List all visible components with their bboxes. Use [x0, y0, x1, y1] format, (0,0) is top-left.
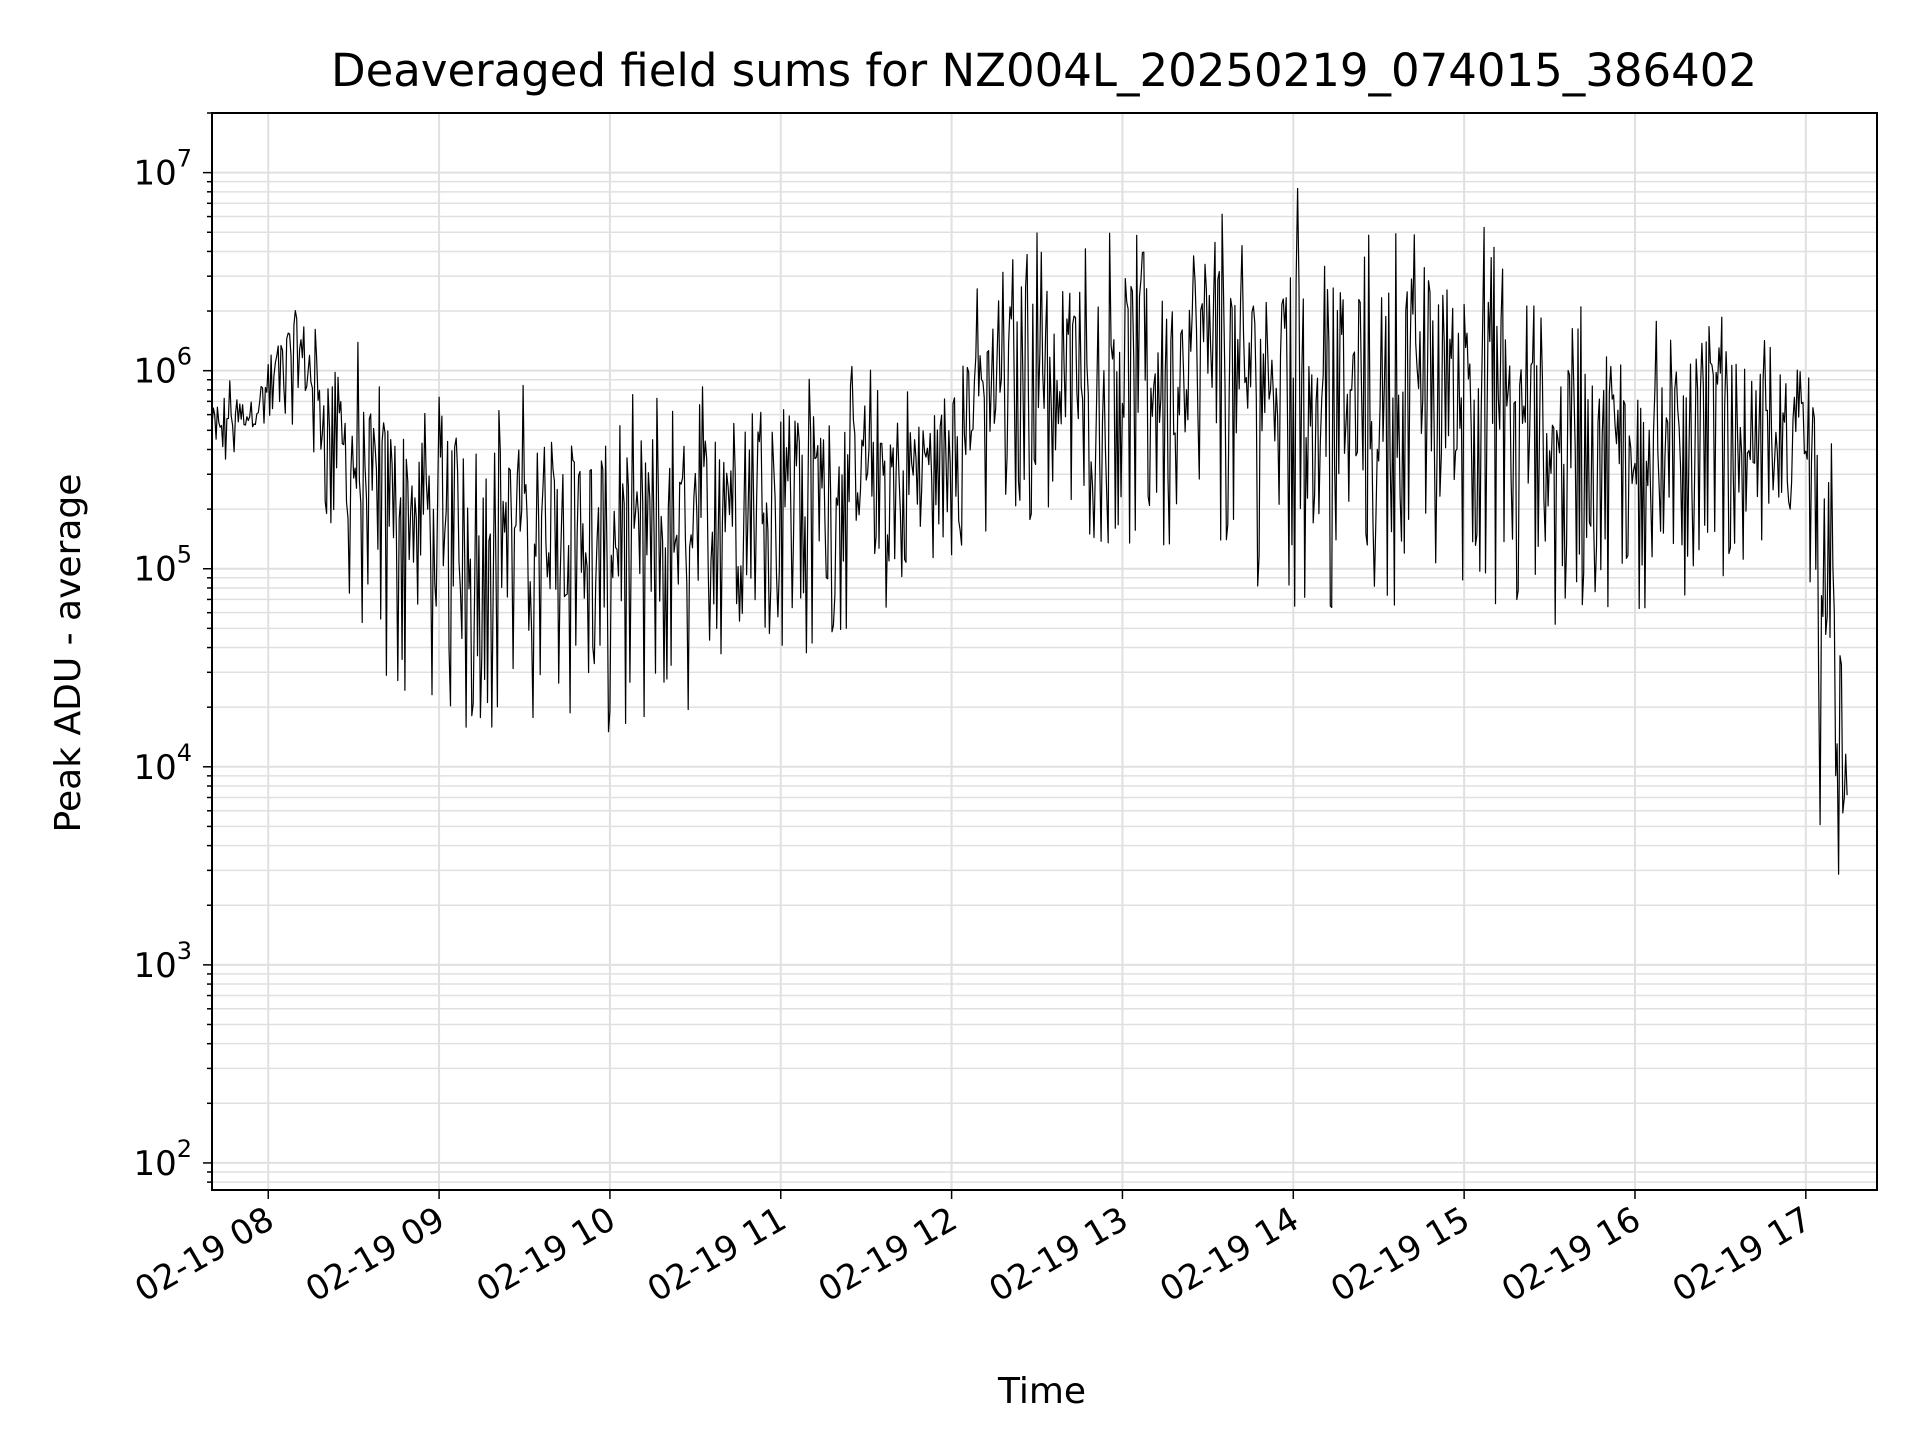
y-tick-label: 105 — [133, 541, 192, 590]
plot-frame — [211, 112, 1878, 1191]
y-tick-label: 103 — [133, 937, 192, 986]
series-line — [211, 187, 1848, 875]
y-tick-label: 102 — [133, 1135, 192, 1184]
y-tick-label: 104 — [133, 739, 192, 788]
x-axis-title: Time — [997, 1371, 1086, 1412]
y-axis-title: Peak ADU - average — [48, 474, 89, 833]
chart-title: Deaveraged field sums for NZ004L_2025021… — [331, 44, 1757, 97]
y-tick-label: 106 — [133, 343, 192, 392]
y-tick-label: 107 — [133, 145, 192, 194]
data-series — [211, 187, 1848, 875]
